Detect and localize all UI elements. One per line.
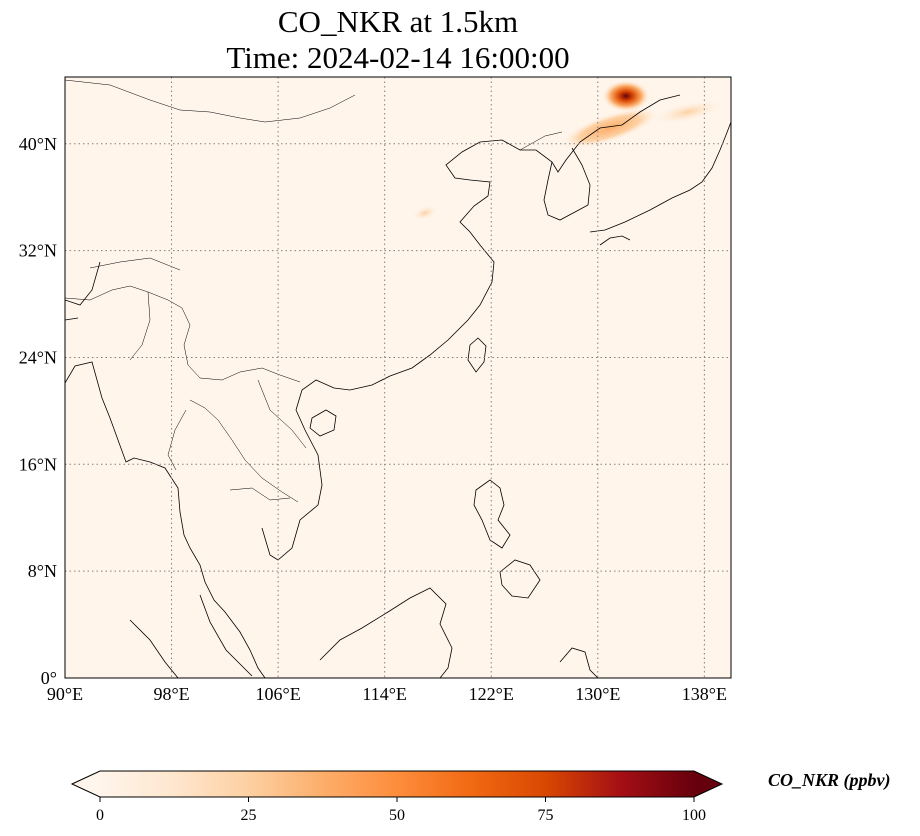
border-line-8 — [519, 131, 563, 151]
lat-tick-label: 32°N — [19, 241, 57, 261]
longitude-labels: 90°E 98°E 106°E 114°E 122°E 130°E 138°E — [47, 684, 727, 704]
plume-yellow-sea — [411, 204, 439, 222]
border-line-1 — [65, 285, 301, 383]
coastline-bay-of-bengal — [65, 261, 101, 321]
border-line-2 — [129, 291, 151, 361]
lon-tick-label: 114°E — [362, 684, 407, 704]
lat-tick-label: 8°N — [28, 561, 57, 581]
coastline-sumatra-malaya — [129, 594, 253, 678]
coastline-taiwan — [467, 337, 487, 373]
colorbar-tick-label: 0 — [96, 807, 104, 824]
title-line-1: CO_NKR at 1.5km — [277, 4, 519, 39]
lon-tick-label: 138°E — [682, 684, 727, 704]
colorbar-tick-label: 100 — [682, 807, 706, 824]
lon-tick-label: 106°E — [256, 684, 301, 704]
gridlines — [65, 77, 731, 678]
country-borders — [65, 79, 563, 503]
coastline-new-guinea — [559, 647, 599, 678]
latitude-labels: 0° 8°N 16°N 24°N 32°N 40°N — [19, 134, 57, 688]
coastline-hainan — [309, 409, 337, 437]
border-line-9 — [65, 79, 356, 123]
coastline-luzon — [473, 479, 511, 549]
colorbar-extend-min — [72, 771, 100, 797]
lat-tick-label: 0° — [41, 668, 57, 688]
colorbar-ticks: 0 25 50 75 100 — [96, 797, 706, 824]
lat-tick-label: 16°N — [19, 454, 57, 474]
border-line-7 — [89, 257, 181, 271]
colorbar-gradient — [100, 771, 694, 797]
colorbar-tick-label: 75 — [538, 807, 554, 824]
map-area — [64, 76, 732, 679]
coastline-mainland — [65, 94, 681, 678]
coastline-borneo — [319, 587, 453, 678]
plume-sea-of-japan — [650, 99, 726, 125]
lon-tick-label: 122°E — [469, 684, 514, 704]
plume-northeast-core — [602, 80, 650, 112]
colorbar-tick-label: 50 — [389, 807, 405, 824]
lat-tick-label: 24°N — [19, 347, 57, 367]
coastline-japan — [589, 121, 731, 246]
lon-tick-label: 130°E — [575, 684, 620, 704]
colorbar: 0 25 50 75 100 — [70, 770, 724, 824]
title-line-2: Time: 2024-02-14 16:00:00 — [226, 40, 570, 75]
coastline-mindanao — [499, 559, 541, 599]
map-frame — [64, 76, 732, 679]
coastline-korea — [543, 147, 591, 221]
coastlines — [65, 94, 731, 678]
lon-tick-label: 98°E — [153, 684, 189, 704]
border-line-4 — [229, 487, 291, 501]
lon-tick-label: 90°E — [47, 684, 83, 704]
colorbar-label: CO_NKR (ppbv) — [768, 770, 891, 790]
concentration-field — [65, 77, 731, 678]
lat-tick-label: 40°N — [19, 134, 57, 154]
border-line-6 — [257, 379, 307, 449]
border-line-3 — [189, 399, 299, 503]
colorbar-tick-label: 25 — [241, 807, 257, 824]
map-title: CO_NKR at 1.5km Time: 2024-02-14 16:00:0… — [0, 4, 796, 76]
colorbar-extend-max — [694, 771, 722, 797]
